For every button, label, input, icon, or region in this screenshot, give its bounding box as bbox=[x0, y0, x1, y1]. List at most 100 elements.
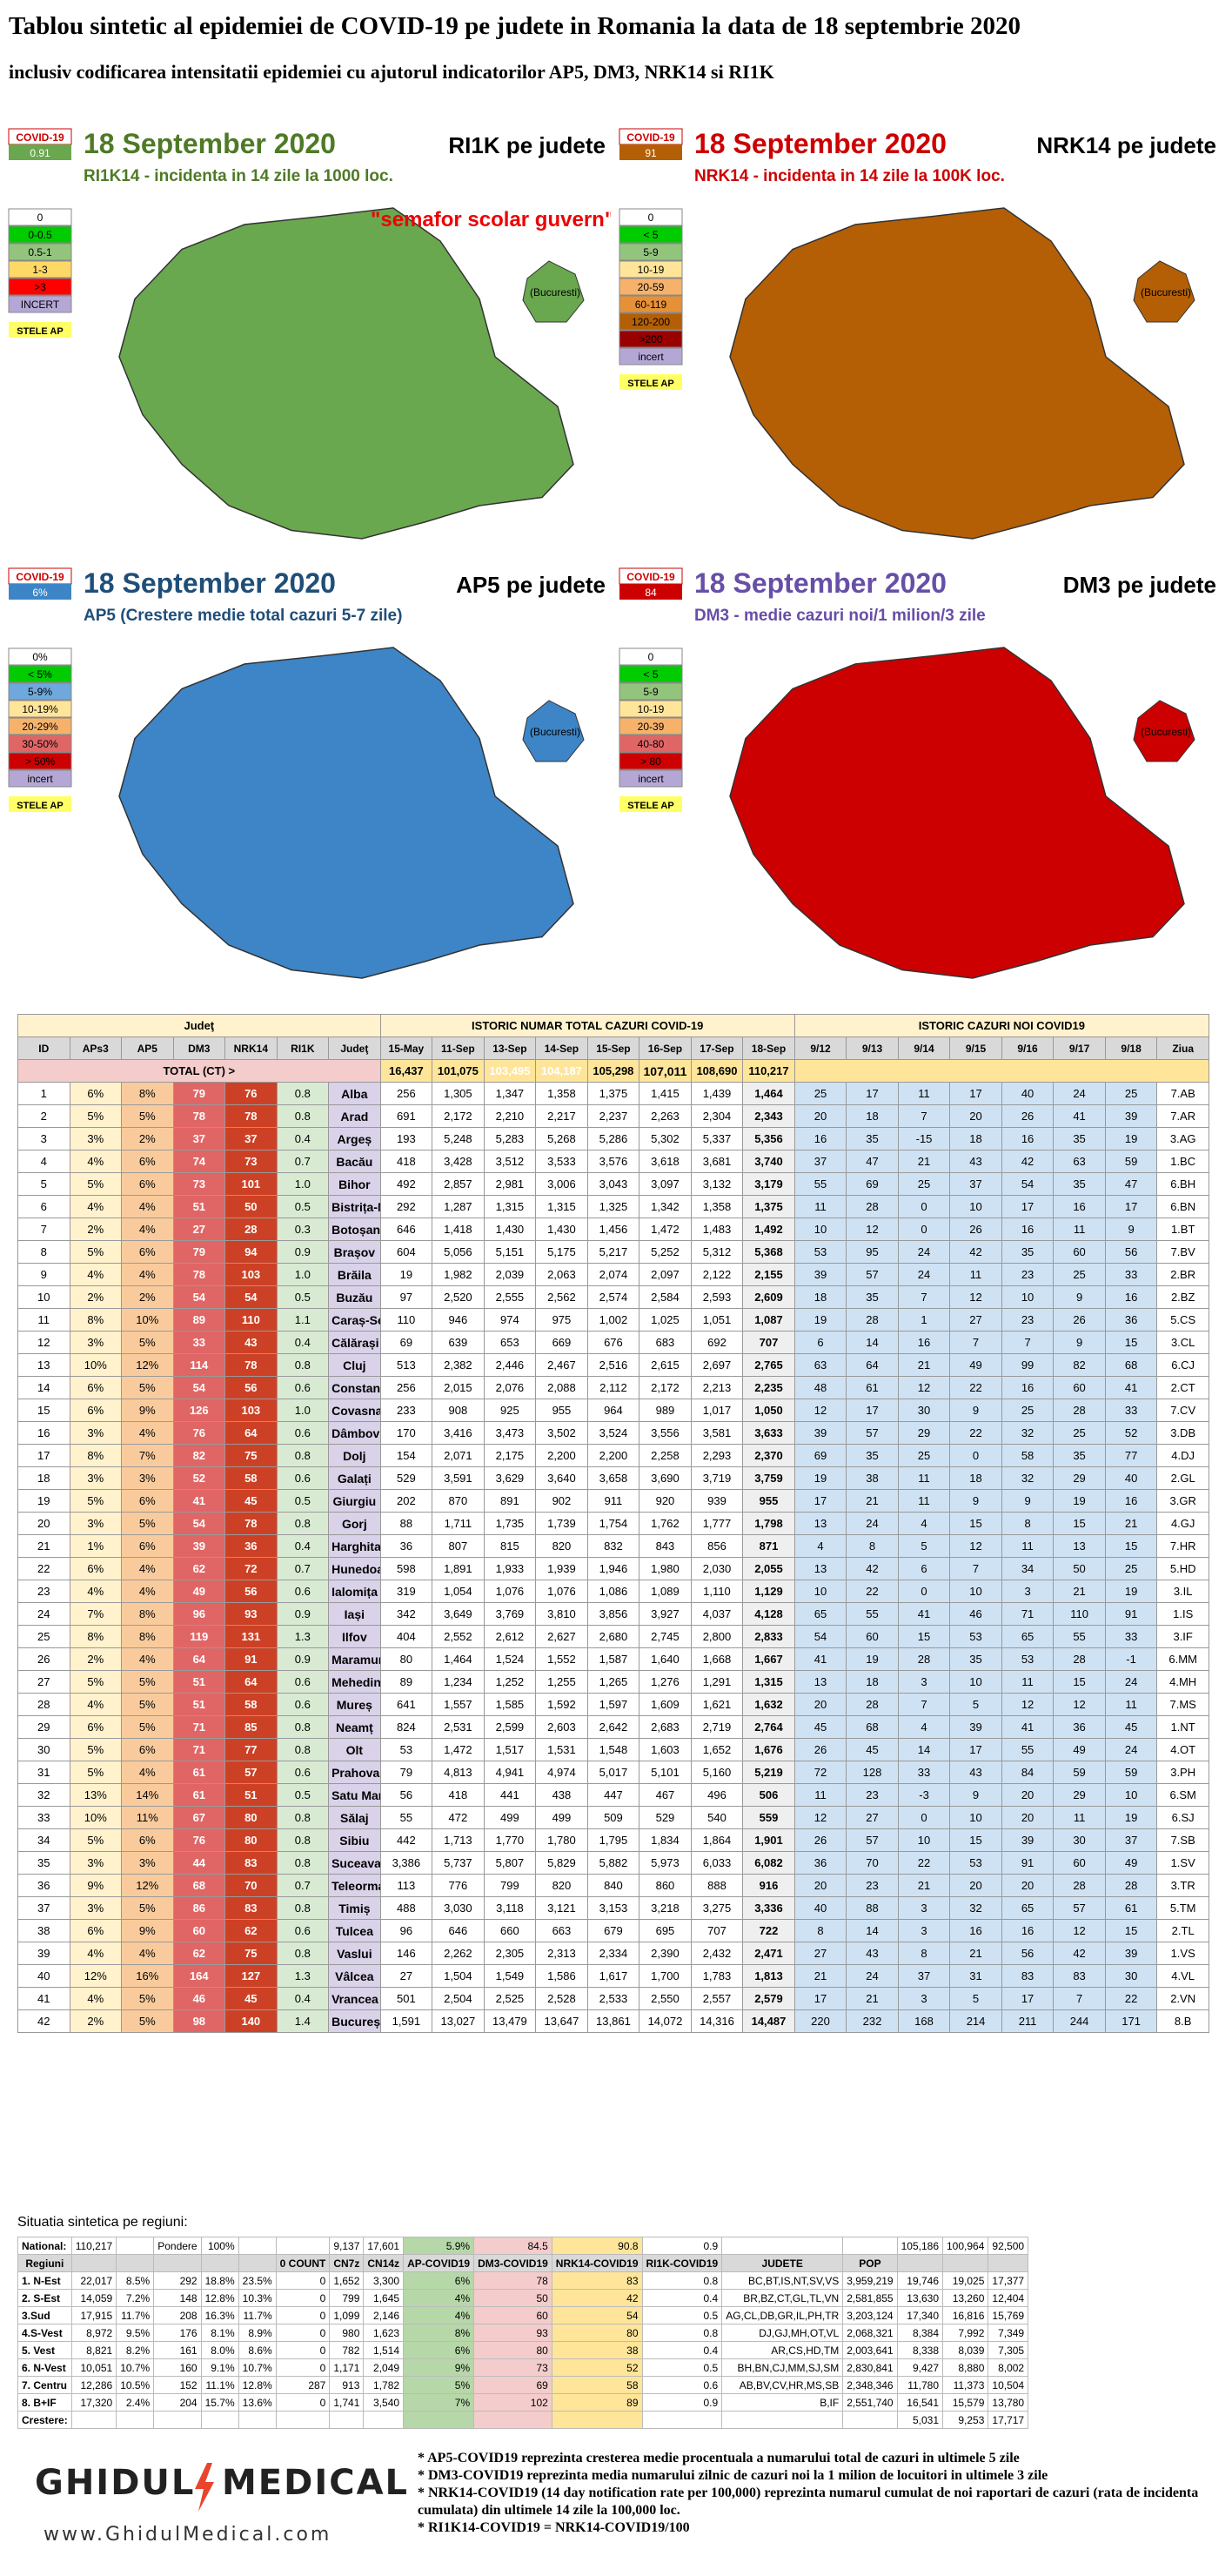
cell: 83 bbox=[224, 1896, 278, 1920]
cell: 83 bbox=[224, 1851, 278, 1875]
cell: 5% bbox=[69, 1738, 123, 1761]
cell: 955 bbox=[535, 1399, 588, 1422]
cell: 2,088 bbox=[535, 1376, 588, 1399]
cell: 2% bbox=[69, 1647, 123, 1671]
cell: Brăila bbox=[328, 1263, 381, 1286]
region-cell: 38 bbox=[551, 2341, 643, 2359]
cell: 1,050 bbox=[742, 1399, 795, 1422]
column-header: RI1K bbox=[276, 1036, 330, 1060]
cell: 12 bbox=[793, 1806, 847, 1829]
badge-value: 6% bbox=[32, 587, 48, 599]
cell: 0.7 bbox=[276, 1557, 330, 1580]
cell: 2,504 bbox=[432, 1987, 485, 2010]
cell: 559 bbox=[742, 1806, 795, 1829]
cell: 13,479 bbox=[483, 2009, 537, 2033]
cell: 61 bbox=[1104, 1896, 1158, 1920]
cell: 42 bbox=[1001, 1150, 1055, 1173]
cell: 4% bbox=[121, 1218, 174, 1241]
cell: 61 bbox=[846, 1376, 899, 1399]
cell: 3,740 bbox=[742, 1150, 795, 1173]
cell: 17 bbox=[949, 1738, 1002, 1761]
region-cell: B,IF bbox=[721, 2393, 844, 2412]
legend-swatch bbox=[8, 769, 72, 788]
cell: 46 bbox=[172, 1987, 226, 2010]
regions-table: National: 110,217 Pondere 100% 9,137 17,601 5.… bbox=[17, 2237, 1029, 2429]
region-cell: 9,427 bbox=[896, 2358, 944, 2377]
cell: 11 bbox=[17, 1308, 70, 1332]
cell: 5,973 bbox=[639, 1851, 692, 1875]
cell: Bacău bbox=[328, 1150, 381, 1173]
cell: 17 bbox=[1001, 1195, 1055, 1218]
cell: 1,592 bbox=[535, 1693, 588, 1716]
region-cell bbox=[842, 2237, 898, 2255]
cell: 26 bbox=[1053, 1308, 1106, 1332]
cell: 24 bbox=[1053, 1082, 1106, 1105]
county-row: 23 4% 4% 49 56 0.6 Ialomița 319 1,054 1,076 1,076 1… bbox=[17, 1580, 1209, 1603]
cell: Vaslui bbox=[328, 1942, 381, 1965]
cell: 4,974 bbox=[535, 1761, 588, 1784]
column-header: 13-Sep bbox=[483, 1036, 537, 1060]
cell: 1 bbox=[897, 1308, 951, 1332]
cell: 28 bbox=[846, 1308, 899, 1332]
column-header: APs3 bbox=[69, 1036, 123, 1060]
cell: 946 bbox=[432, 1308, 485, 1332]
cell: 3,556 bbox=[639, 1421, 692, 1445]
cell: 4% bbox=[121, 1761, 174, 1784]
cell: 0.8 bbox=[276, 1738, 330, 1761]
legend-swatch bbox=[619, 717, 683, 735]
cell: 3 bbox=[17, 1127, 70, 1150]
cell: 3,810 bbox=[535, 1602, 588, 1626]
cell: -1 bbox=[1104, 1647, 1158, 1671]
cell: 30 bbox=[1053, 1828, 1106, 1852]
cell: 38 bbox=[846, 1466, 899, 1490]
cell: 28 bbox=[17, 1693, 70, 1716]
region-cell: 9.1% bbox=[200, 2358, 239, 2377]
cell: 18 bbox=[846, 1670, 899, 1694]
cell: 8% bbox=[121, 1625, 174, 1648]
region-cell bbox=[70, 2254, 117, 2272]
cell: 51 bbox=[172, 1195, 226, 1218]
cell: 63 bbox=[793, 1353, 847, 1377]
region-cell: 5.9% bbox=[403, 2237, 475, 2255]
cell: 3,856 bbox=[586, 1602, 640, 1626]
cell: 20 bbox=[17, 1512, 70, 1535]
cell: 438 bbox=[535, 1783, 588, 1807]
cell: 1,325 bbox=[586, 1195, 640, 1218]
cell: 128 bbox=[846, 1761, 899, 1784]
cell: 2,467 bbox=[535, 1353, 588, 1377]
cell: 23 bbox=[1001, 1308, 1055, 1332]
cell: 171 bbox=[1104, 2009, 1158, 2033]
total-value: 16,437 bbox=[379, 1059, 433, 1083]
cell: 692 bbox=[690, 1331, 744, 1354]
cell: 1.3 bbox=[276, 1625, 330, 1648]
cell: 6,033 bbox=[690, 1851, 744, 1875]
region-cell: 0 bbox=[275, 2289, 331, 2307]
cell: 11 bbox=[1104, 1693, 1158, 1716]
cell: 18 bbox=[17, 1466, 70, 1490]
cell: 441 bbox=[483, 1783, 537, 1807]
region-cell: 15.7% bbox=[200, 2393, 239, 2412]
cell: 0 bbox=[897, 1218, 951, 1241]
region-cell: 13,780 bbox=[988, 2393, 1029, 2412]
badge-value-bg bbox=[619, 144, 682, 160]
county-row: 13 10% 12% 114 78 0.8 Cluj 513 2,382 2,446 2,467 2,… bbox=[17, 1353, 1209, 1377]
cell: 3 bbox=[897, 1919, 951, 1942]
cell: 2,555 bbox=[483, 1285, 537, 1309]
cell: 974 bbox=[483, 1308, 537, 1332]
cell: 8% bbox=[121, 1082, 174, 1105]
cell: 68 bbox=[172, 1874, 226, 1897]
cell: 3,097 bbox=[639, 1172, 692, 1196]
region-cell: 6% bbox=[403, 2271, 475, 2290]
cell: 4,813 bbox=[432, 1761, 485, 1784]
cell: 18 bbox=[949, 1127, 1002, 1150]
cell: 1,531 bbox=[535, 1738, 588, 1761]
bucharest-shape bbox=[522, 700, 585, 762]
county-row: 7 2% 4% 27 28 0.3 Botoșani 646 1,418 1,430 1,430 1,… bbox=[17, 1218, 1209, 1241]
cell: 19 bbox=[1053, 1489, 1106, 1513]
region-cell: 2,146 bbox=[363, 2306, 405, 2324]
cell: 29 bbox=[1053, 1466, 1106, 1490]
cell: 13 bbox=[793, 1557, 847, 1580]
cell: 2,343 bbox=[742, 1104, 795, 1128]
cell: 62 bbox=[172, 1942, 226, 1965]
region-cell: 799 bbox=[329, 2289, 365, 2307]
